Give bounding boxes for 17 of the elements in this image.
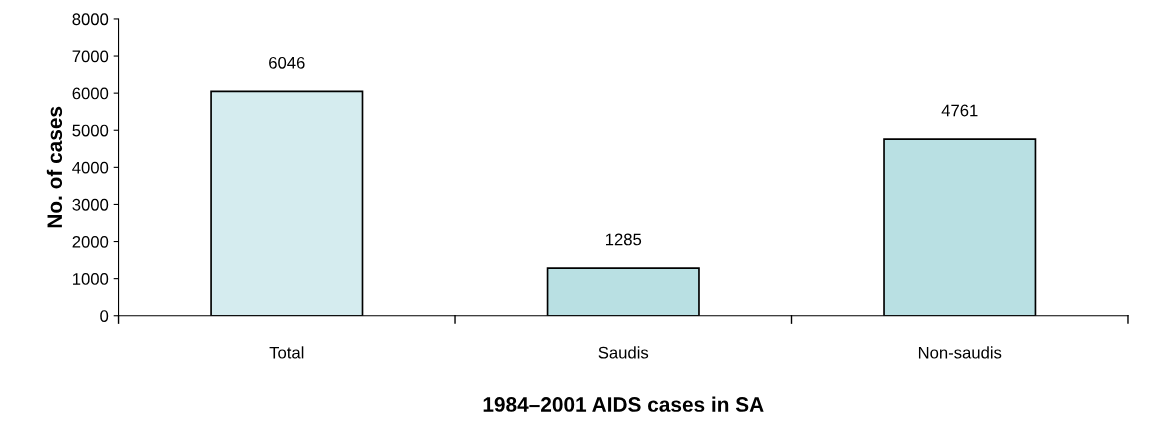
y-tick-label: 4000 <box>72 161 109 174</box>
x-tick-label: Saudis <box>598 346 649 359</box>
y-tick-label: 1000 <box>73 273 109 285</box>
y-tick-label: 8000 <box>72 13 109 26</box>
y-tick-label: 6000 <box>72 87 109 100</box>
y-tick-label: 7000 <box>72 50 109 63</box>
x-axis-title: 1984–2001 AIDS cases in SA <box>483 396 764 412</box>
y-tick-label: 2000 <box>72 235 109 248</box>
data-label: 1285 <box>606 233 642 246</box>
data-label: 6046 <box>269 56 305 69</box>
x-tick-label: Non-saudis <box>918 346 1002 359</box>
y-tick-label: 0 <box>100 310 109 322</box>
y-tick-label: 3000 <box>72 198 109 211</box>
y-axis-title: No. of cases <box>46 106 63 228</box>
y-tick-label: 5000 <box>72 124 109 137</box>
x-tick-label: Total <box>269 346 304 359</box>
data-label: 4761 <box>941 104 978 117</box>
